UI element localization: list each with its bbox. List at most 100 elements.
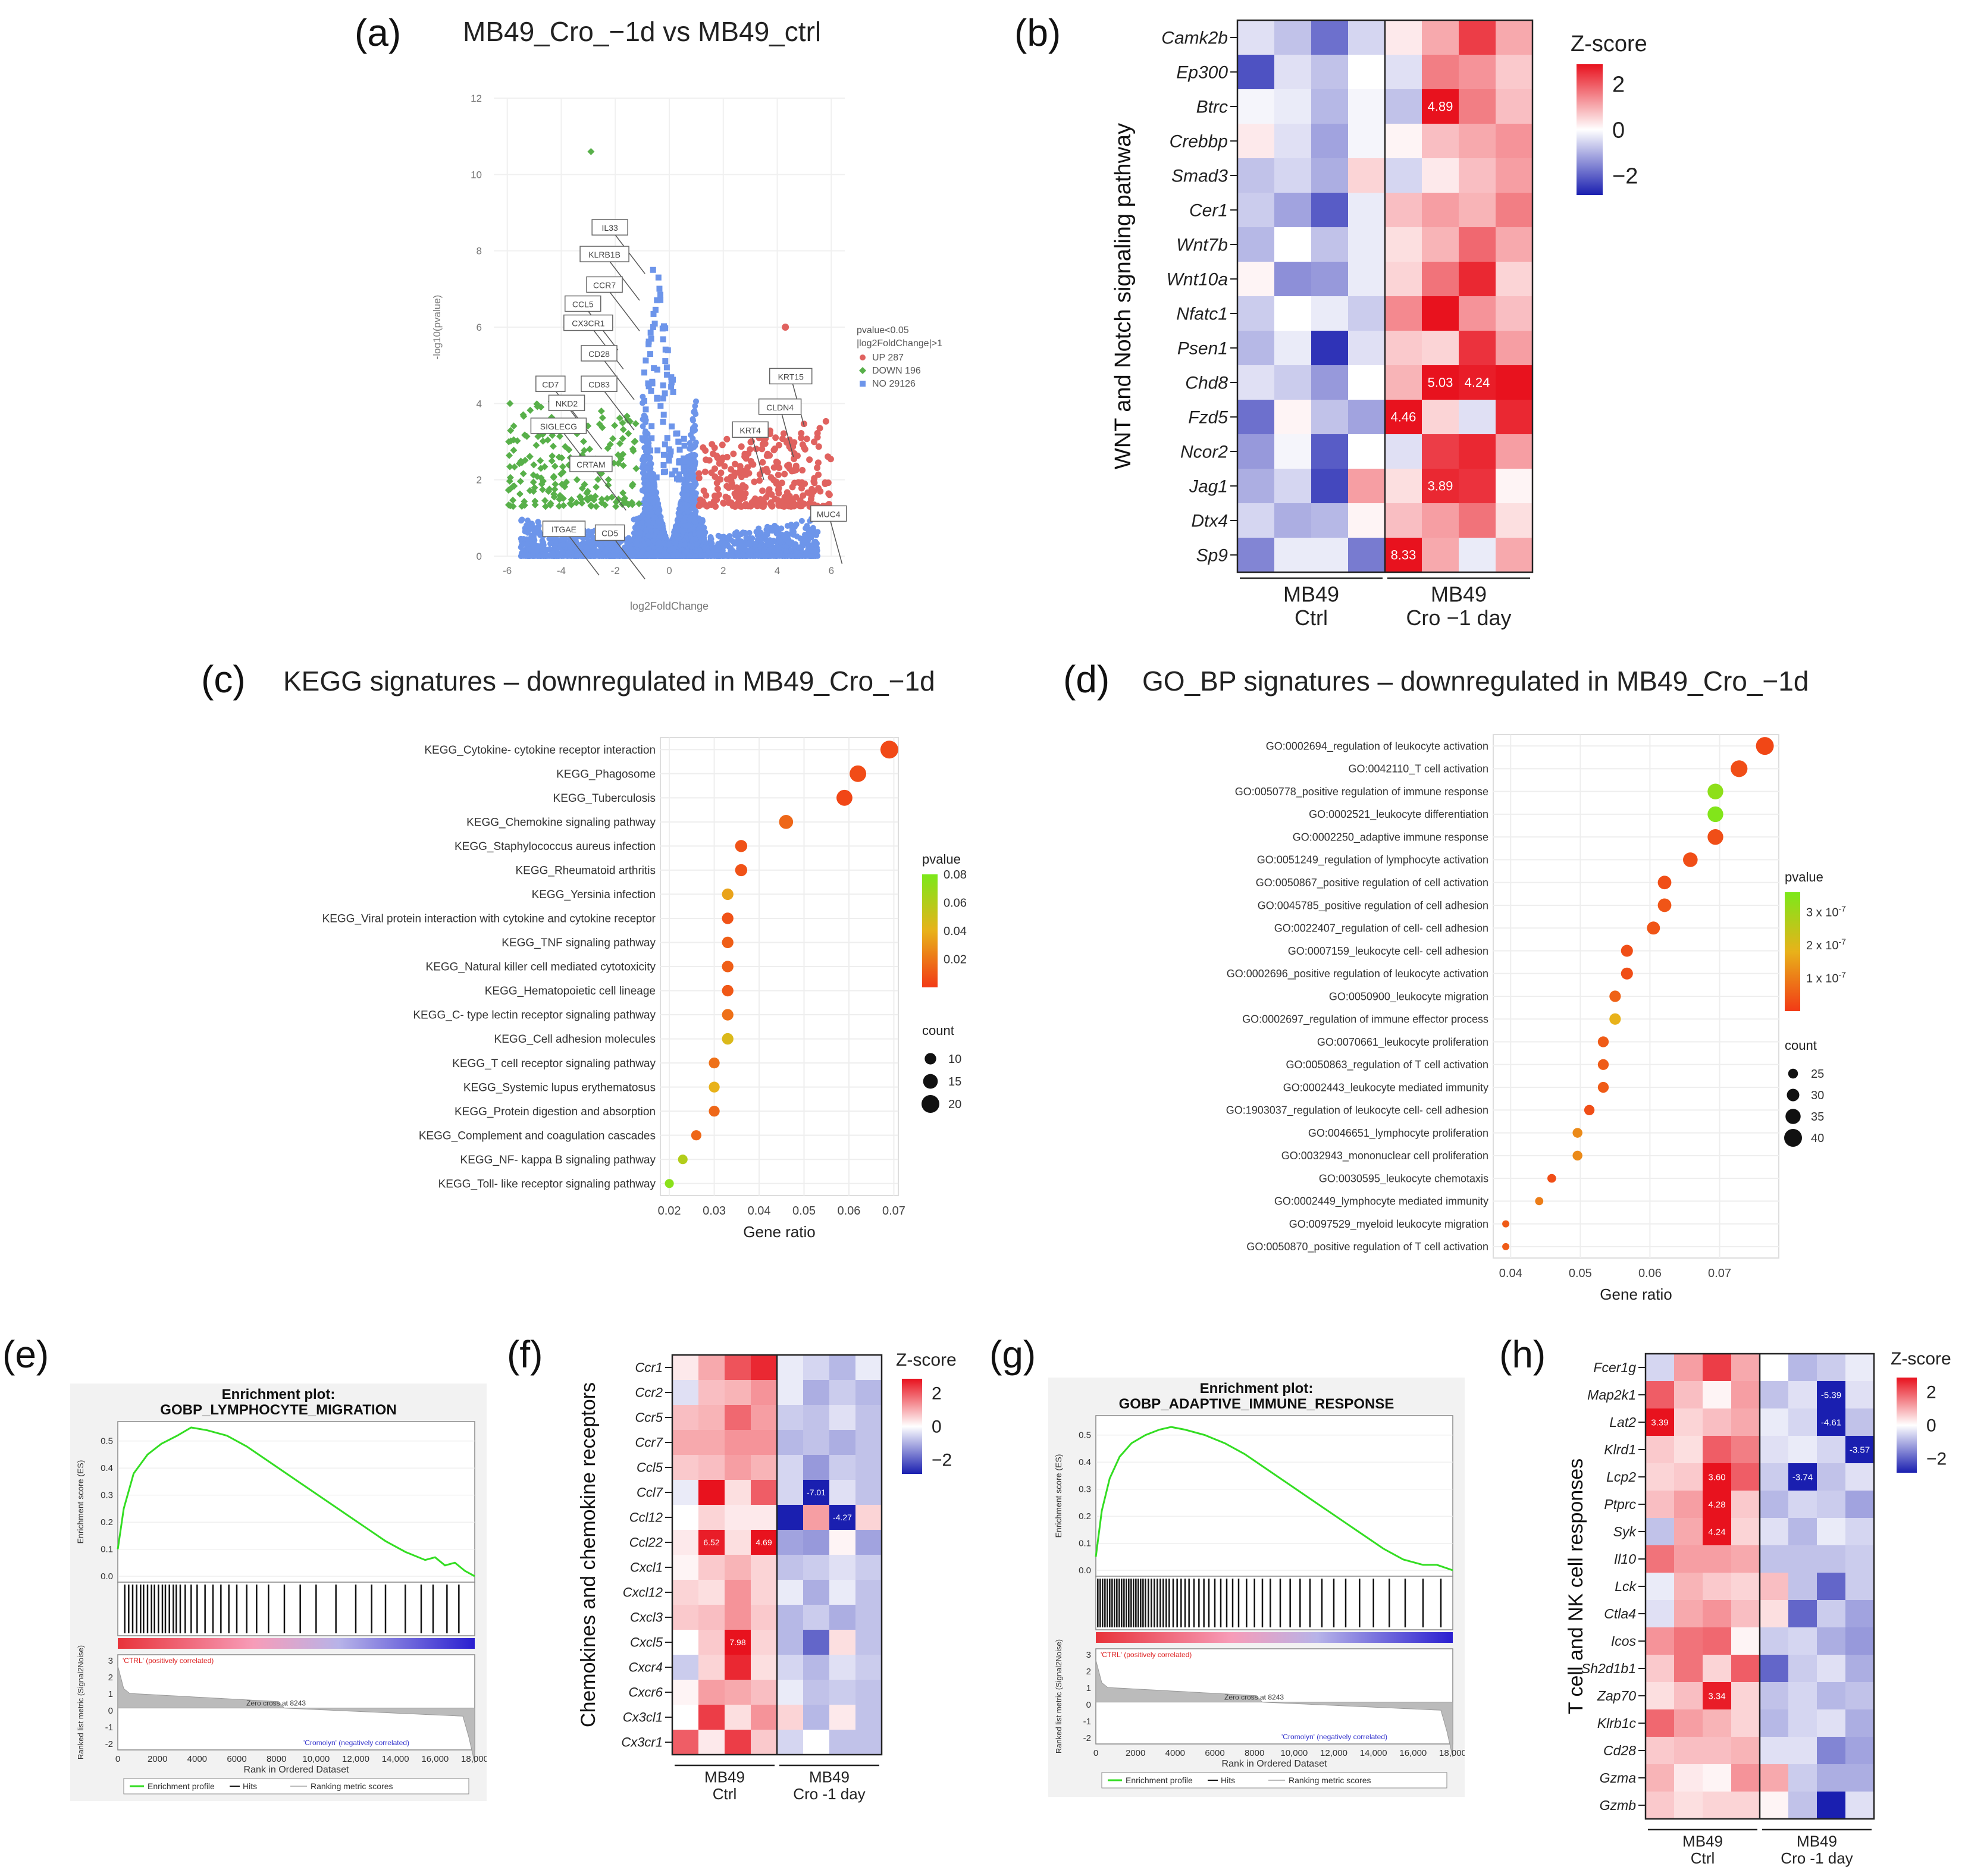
down-point xyxy=(526,406,534,414)
panel-e-letter: (e) xyxy=(2,1333,49,1376)
no-point xyxy=(778,525,785,532)
down-point xyxy=(510,422,518,430)
down-point xyxy=(604,476,612,484)
up-point xyxy=(770,464,778,471)
down-point xyxy=(537,457,544,465)
heatmap-cell xyxy=(1311,538,1349,573)
up-point xyxy=(759,459,766,466)
no-point xyxy=(679,553,686,559)
up-point xyxy=(716,460,723,467)
down-point xyxy=(506,463,514,470)
no-point xyxy=(701,537,707,543)
no-point xyxy=(644,438,651,444)
no-point xyxy=(565,550,572,557)
no-point xyxy=(622,546,628,553)
down-point xyxy=(611,422,619,429)
y-axis-label: -log10(pvalue) xyxy=(431,295,443,360)
down-point xyxy=(625,430,632,438)
down-point xyxy=(519,411,527,419)
no-point xyxy=(640,461,647,468)
no-point xyxy=(685,509,691,515)
no-point xyxy=(681,464,687,470)
no-point xyxy=(639,435,645,441)
heatmap-cell xyxy=(1237,20,1275,55)
gene-label: Crebbp xyxy=(1170,132,1228,152)
no-point xyxy=(654,366,660,373)
gene-label: NKD2 xyxy=(556,399,578,408)
gene-label: Dtx4 xyxy=(1191,512,1228,531)
no-point xyxy=(776,537,783,544)
down-point xyxy=(572,499,580,507)
down-point xyxy=(507,437,515,445)
heatmap-cell xyxy=(1348,20,1386,55)
gene-label: Sp9 xyxy=(1196,546,1228,566)
gene-label: Jag1 xyxy=(1189,477,1228,497)
up-point xyxy=(781,470,788,478)
no-point xyxy=(788,553,795,559)
no-point xyxy=(533,548,540,554)
heatmap-cell xyxy=(1311,193,1349,228)
no-point xyxy=(691,408,698,415)
label-box xyxy=(586,276,623,293)
up-point xyxy=(745,503,752,510)
no-point xyxy=(643,406,649,413)
no-point xyxy=(669,471,675,478)
heatmap-cell xyxy=(1274,55,1312,90)
no-point xyxy=(654,447,661,454)
gene-label: SIGLECG xyxy=(540,422,577,431)
heatmap-cell xyxy=(1348,193,1386,228)
no-point xyxy=(764,553,770,559)
label-leader xyxy=(779,407,794,457)
no-point xyxy=(728,553,735,559)
x-tick-label: -6 xyxy=(503,565,512,576)
heatmap-cell xyxy=(1348,158,1386,193)
no-point xyxy=(655,518,662,525)
up-point xyxy=(710,498,717,505)
heatmap-cell xyxy=(1496,365,1533,400)
gene-label: Ncor2 xyxy=(1180,443,1228,462)
heatmap-cell xyxy=(1496,400,1533,435)
no-point xyxy=(653,474,660,481)
up-point xyxy=(798,434,805,441)
down-point xyxy=(628,498,636,506)
dot xyxy=(880,741,898,759)
heatmap-cell xyxy=(1459,538,1496,573)
no-point xyxy=(660,451,667,458)
heatmap-cell xyxy=(1237,158,1275,193)
down-point xyxy=(521,501,528,509)
heatmap-cell xyxy=(1237,469,1275,504)
legend-tick: 0 xyxy=(1612,118,1625,143)
no-point xyxy=(647,454,653,461)
label-box xyxy=(581,345,618,362)
no-point xyxy=(664,435,670,441)
no-point xyxy=(540,542,547,548)
label-box xyxy=(579,246,629,262)
no-point xyxy=(663,364,670,371)
down-point xyxy=(537,465,545,472)
heatmap-cell xyxy=(1496,538,1533,573)
down-point xyxy=(578,484,586,492)
heatmap-cell xyxy=(1237,227,1275,262)
down-point xyxy=(518,503,526,510)
heatmap-cell xyxy=(1496,331,1533,366)
heatmap-cell xyxy=(1385,20,1422,55)
up-point xyxy=(703,456,710,463)
term-label: KEGG_Tuberculosis xyxy=(553,792,656,805)
down-point xyxy=(506,400,514,407)
heatmap-cell xyxy=(1311,20,1349,55)
heatmap-cell xyxy=(1496,193,1533,228)
gene-label: Ep300 xyxy=(1176,63,1228,83)
down-point xyxy=(550,473,557,481)
heatmap-cell xyxy=(1237,538,1275,573)
heatmap-cell xyxy=(1385,262,1422,297)
heatmap-cell xyxy=(1496,20,1533,55)
no-point xyxy=(626,553,632,559)
no-point xyxy=(649,475,656,481)
heatmap-cell xyxy=(1274,158,1312,193)
no-point xyxy=(525,553,531,559)
no-point xyxy=(650,487,657,493)
no-point xyxy=(651,514,658,520)
panel-c-title: KEGG signatures – downregulated in MB49_… xyxy=(283,666,935,697)
no-point xyxy=(692,398,699,404)
no-point xyxy=(668,384,675,390)
